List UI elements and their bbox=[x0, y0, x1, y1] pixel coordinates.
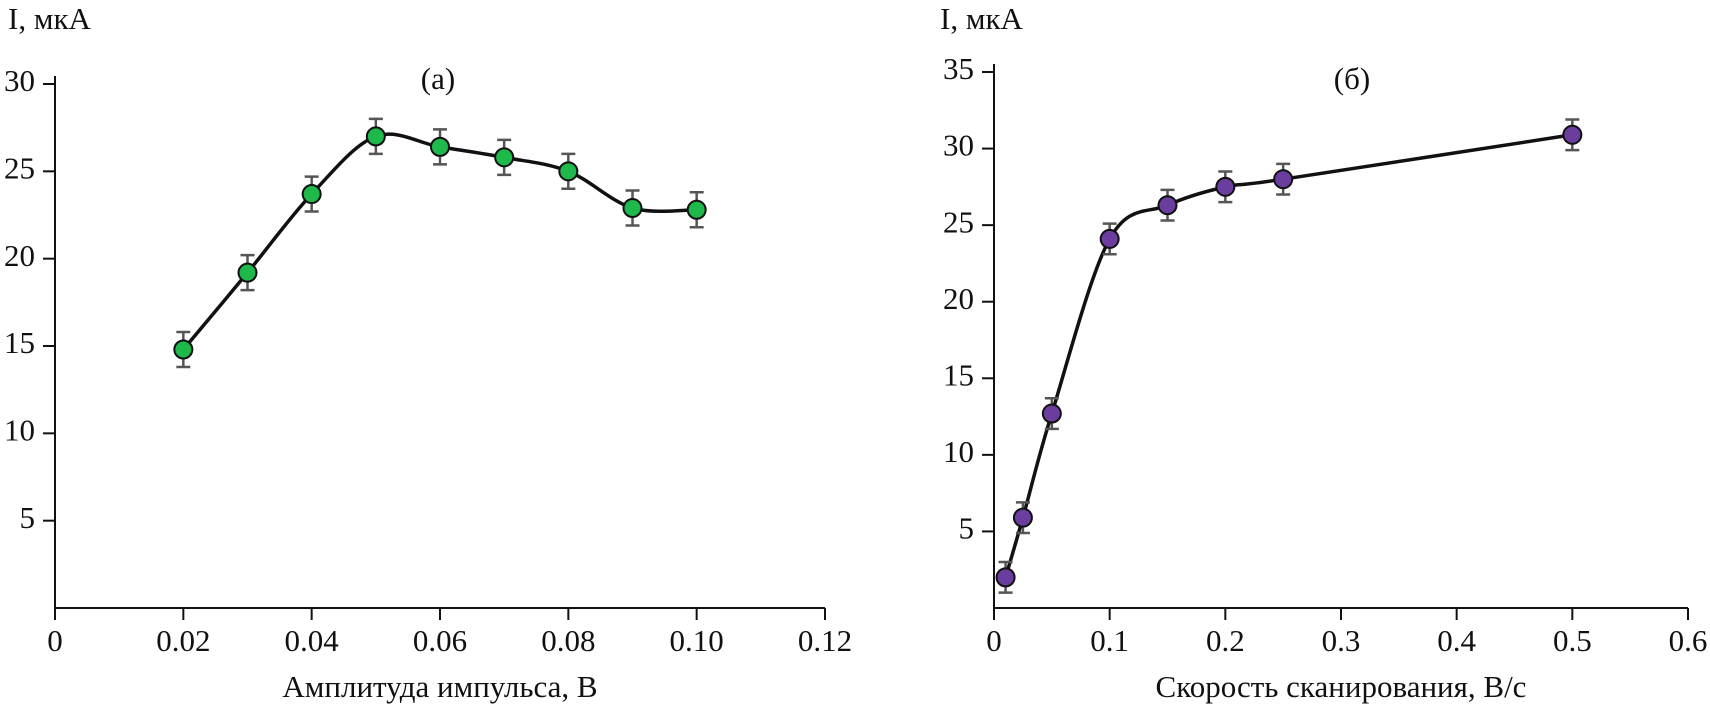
marker bbox=[430, 136, 450, 157]
x-tick-label: 0.3 bbox=[1322, 623, 1361, 658]
y-axis-label: I, мкА bbox=[940, 1, 1024, 36]
y-tick-label: 15 bbox=[4, 325, 35, 360]
marker bbox=[494, 147, 515, 168]
x-tick-label: 0 bbox=[47, 623, 63, 658]
marker bbox=[301, 184, 322, 205]
x-tick-label: 0.1 bbox=[1090, 623, 1129, 658]
marker bbox=[1099, 228, 1120, 249]
x-tick-label: 0.10 bbox=[670, 623, 724, 658]
y-tick-label: 35 bbox=[943, 51, 974, 86]
y-tick-label: 25 bbox=[4, 150, 35, 185]
marker bbox=[365, 126, 386, 147]
x-tick-label: 0 bbox=[986, 623, 1002, 658]
y-tick-label: 20 bbox=[4, 238, 35, 273]
marker bbox=[173, 339, 194, 360]
x-tick-label: 0.02 bbox=[156, 623, 210, 658]
y-axis-label: I, мкА bbox=[8, 1, 92, 36]
marker bbox=[622, 198, 643, 219]
y-tick-label: 5 bbox=[20, 500, 36, 535]
x-tick-label: 0.06 bbox=[413, 623, 467, 658]
marker bbox=[237, 262, 258, 283]
line bbox=[181, 132, 697, 351]
x-axis-label: Скорость сканирования, В/с bbox=[1156, 669, 1527, 704]
x-tick-label: 0.6 bbox=[1669, 623, 1708, 658]
x-tick-label: 0.04 bbox=[285, 623, 340, 658]
marker bbox=[686, 199, 707, 220]
marker bbox=[558, 161, 579, 182]
x-tick-label: 0.12 bbox=[798, 623, 852, 658]
x-tick-label: 0.5 bbox=[1553, 623, 1592, 658]
marker bbox=[1157, 195, 1178, 216]
y-tick-label: 30 bbox=[4, 63, 35, 98]
y-tick-label: 20 bbox=[943, 281, 974, 316]
marker bbox=[1041, 403, 1062, 424]
line bbox=[1003, 133, 1573, 578]
marker bbox=[1273, 169, 1294, 190]
marker bbox=[1215, 176, 1236, 197]
y-tick-label: 15 bbox=[943, 357, 974, 392]
marker bbox=[995, 567, 1016, 588]
y-tick-label: 30 bbox=[943, 128, 974, 163]
y-tick-label: 10 bbox=[4, 412, 35, 447]
marker bbox=[1562, 124, 1583, 145]
y-tick-label: 5 bbox=[959, 511, 975, 546]
x-tick-label: 0.4 bbox=[1437, 623, 1476, 658]
x-tick-label: 0.08 bbox=[541, 623, 595, 658]
panel-label: (а) bbox=[421, 61, 455, 96]
x-tick-label: 0.2 bbox=[1206, 623, 1245, 658]
y-tick-label: 10 bbox=[943, 434, 974, 469]
y-tick-label: 25 bbox=[943, 204, 974, 239]
panel-label: (б) bbox=[1334, 61, 1370, 96]
marker bbox=[1012, 507, 1033, 528]
x-axis-label: Амплитуда импульса, В bbox=[282, 669, 597, 704]
